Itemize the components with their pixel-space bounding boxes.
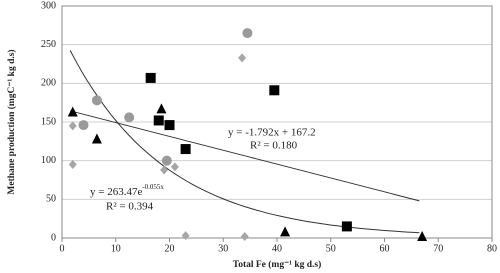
y-tick-label: 50 xyxy=(46,194,56,205)
y-tick-label: 100 xyxy=(41,155,56,166)
square-point xyxy=(180,144,191,155)
trend-r2: R² = 0.394 xyxy=(106,201,154,213)
square-point xyxy=(164,120,175,131)
x-axis-title: Total Fe (mg⁻¹ kg d.s) xyxy=(233,259,322,270)
square-point xyxy=(341,221,352,232)
trend-equation: y = 263.47e-0.055x xyxy=(90,183,164,198)
x-tick-label: 40 xyxy=(272,243,282,254)
y-tick-label: 250 xyxy=(41,39,56,50)
x-tick-label: 20 xyxy=(165,243,175,254)
y-tick-label: 300 xyxy=(41,0,56,11)
triangle-point xyxy=(280,226,291,237)
triangle-point xyxy=(67,106,78,117)
y-tick-label: 200 xyxy=(41,78,56,89)
square-point xyxy=(269,85,280,96)
circle-point xyxy=(161,155,172,166)
x-tick-label: 0 xyxy=(60,243,65,254)
trend-equation-exponent: -0.055x xyxy=(142,183,164,191)
y-axis-title: Methane production (mgC⁻¹ kg d.s) xyxy=(6,49,17,194)
diamond-point xyxy=(160,165,169,175)
diamond-point xyxy=(238,53,247,63)
y-tick-label: 0 xyxy=(51,232,56,243)
square-point xyxy=(145,72,156,83)
x-tick-label: 60 xyxy=(380,243,390,254)
diamond-point xyxy=(181,231,190,241)
triangle-point xyxy=(156,103,167,114)
diamond-point xyxy=(68,160,77,170)
x-tick-label: 80 xyxy=(487,243,497,254)
plot-frame xyxy=(61,5,493,239)
x-tick-label: 10 xyxy=(111,243,121,254)
trendline xyxy=(69,50,420,234)
trend-r2: R² = 0.180 xyxy=(250,140,298,152)
square-point xyxy=(153,115,164,126)
trend-equation-base: y = 263.47e xyxy=(90,186,142,198)
circle-point xyxy=(91,95,102,106)
x-tick-label: 30 xyxy=(218,243,228,254)
diamond-point xyxy=(240,231,249,241)
circle-point xyxy=(124,112,135,123)
circle-point xyxy=(242,28,253,39)
trend-equation: y = -1.792x + 167.2 xyxy=(228,127,316,139)
triangle-point xyxy=(91,133,102,144)
triangle-point xyxy=(417,230,428,241)
y-tick-label: 150 xyxy=(41,116,56,127)
x-tick-label: 70 xyxy=(433,243,443,254)
circle-point xyxy=(78,120,89,131)
diamond-point xyxy=(170,162,179,172)
trendline xyxy=(69,110,420,202)
diamond-point xyxy=(68,121,77,131)
x-tick-label: 50 xyxy=(326,243,336,254)
